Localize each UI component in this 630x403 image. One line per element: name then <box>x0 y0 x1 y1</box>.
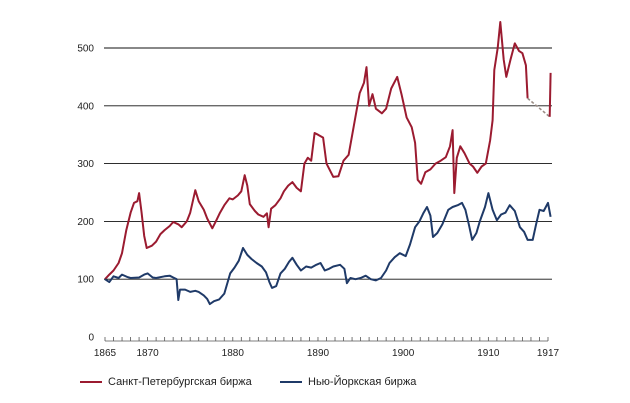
x-tick-label: 1865 <box>94 348 117 359</box>
st-petersburg-final-line <box>548 72 552 117</box>
gridlines <box>104 47 552 280</box>
x-axis: 1865 1870 1880 1890 1900 1910 1917 <box>94 337 560 359</box>
x-tick-label: 1900 <box>392 348 415 359</box>
x-tick-label: 1870 <box>136 348 159 359</box>
y-tick-label: 100 <box>77 275 94 286</box>
y-tick-label: 400 <box>77 101 94 112</box>
st-petersburg-line <box>104 21 529 280</box>
st-petersburg-gap-dashed-line <box>527 97 551 118</box>
legend-label: Нью-Йоркская биржа <box>308 376 417 388</box>
series-lines <box>104 21 552 306</box>
x-tick-label: 1917 <box>537 348 560 359</box>
legend-swatch-red <box>80 381 102 383</box>
y-tick-label: 500 <box>77 44 94 55</box>
legend-item-new-york: Нью-Йоркская биржа <box>280 376 416 388</box>
x-tick-label: 1890 <box>307 348 330 359</box>
y-tick-label: 300 <box>77 159 94 170</box>
y-axis-labels: 0 100 200 300 400 500 <box>77 44 94 344</box>
legend-swatch-blue <box>280 381 302 383</box>
legend-item-st-petersburg: Санкт-Петербургская биржа <box>80 376 252 388</box>
y-tick-label: 0 <box>88 333 94 344</box>
x-tick-label: 1910 <box>477 348 500 359</box>
legend-label: Санкт-Петербургская биржа <box>108 376 252 388</box>
x-tick-label: 1880 <box>222 348 245 359</box>
y-tick-label: 200 <box>77 217 94 228</box>
new-york-line <box>104 192 552 306</box>
